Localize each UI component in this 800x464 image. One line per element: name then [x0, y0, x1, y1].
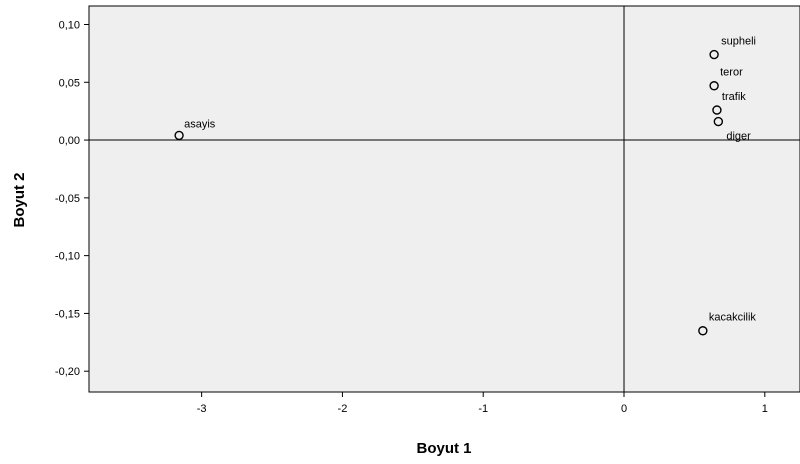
data-point [712, 105, 722, 115]
y-tick-label: 0,05 [59, 77, 80, 89]
y-tick-label: -0,10 [55, 251, 80, 263]
x-tick-label: 0 [621, 403, 627, 415]
y-tick-label: 0,00 [59, 135, 80, 147]
x-tick-label: 1 [762, 403, 768, 415]
plot-area [88, 5, 800, 393]
data-point [174, 130, 184, 141]
y-tick-label: -0,05 [55, 193, 80, 205]
data-point-label: teror [720, 67, 743, 79]
x-tick-label: -2 [338, 403, 348, 415]
y-tick-label: -0,15 [55, 308, 80, 320]
data-point [713, 116, 724, 127]
data-point-label: diger [726, 131, 751, 143]
data-point-label: asayis [184, 118, 216, 130]
data-point [709, 49, 719, 60]
y-tick-label: -0,20 [55, 366, 80, 378]
data-point [698, 326, 708, 336]
x-axis-title: Boyut 1 [416, 440, 471, 457]
data-point-label: trafik [722, 91, 746, 103]
data-point-label: kacakcilik [709, 312, 757, 324]
y-axis-title: Boyut 2 [11, 172, 28, 227]
y-tick-label: 0,10 [59, 19, 80, 31]
x-tick-label: -1 [478, 403, 488, 415]
x-tick-label: -3 [197, 403, 207, 415]
data-point-label: supheli [721, 36, 756, 48]
data-point [709, 81, 719, 91]
